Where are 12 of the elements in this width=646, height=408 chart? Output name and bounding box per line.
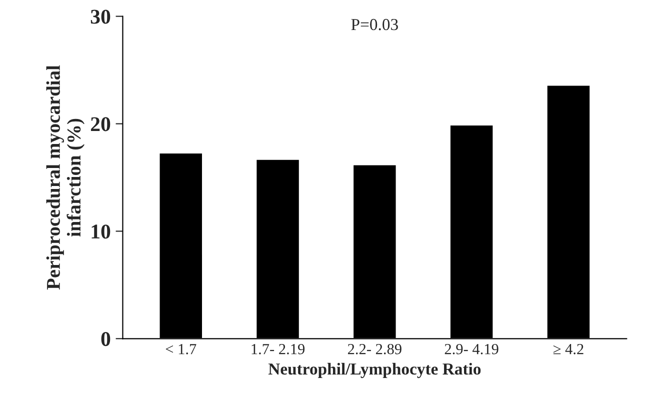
x-tick-label: 1.7- 2.19 — [252, 344, 305, 354]
y-tick-label: 10 — [92, 224, 110, 239]
x-tick-label: < 1.7 — [166, 344, 196, 354]
y-axis-title: Periprocedural myocardial infarction (%) — [46, 65, 85, 290]
y-tick-label: 20 — [90, 117, 110, 132]
y-tick-label: 30 — [90, 10, 110, 24]
x-tick-label: ≥ 4.2 — [553, 344, 584, 354]
x-tick-label: 2.9- 4.19 — [444, 344, 498, 354]
annotation: P=0.03 — [351, 18, 398, 30]
x-axis-title: Neutrophil/Lymphocyte Ratio — [268, 362, 481, 378]
y-tick-label: 0 — [101, 332, 110, 346]
x-tick-label: 2.2- 2.89 — [348, 344, 402, 354]
